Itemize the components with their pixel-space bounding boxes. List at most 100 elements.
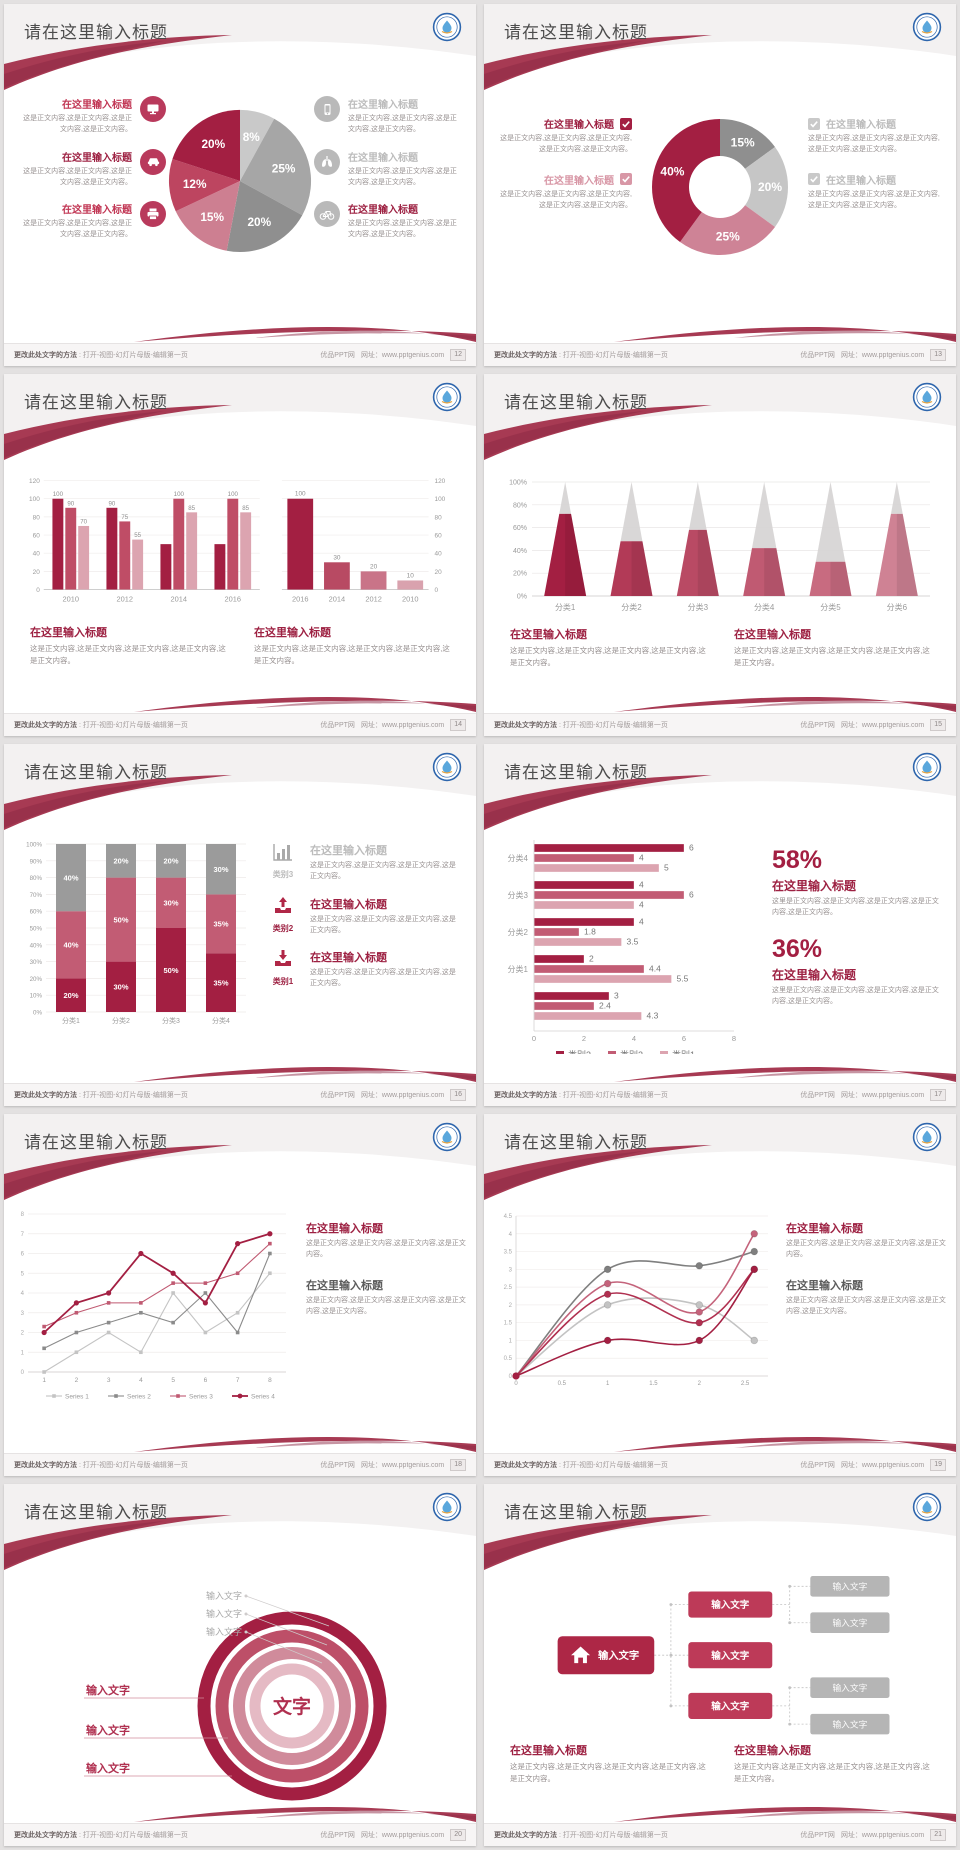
svg-text:6: 6	[682, 1034, 686, 1043]
slide-footer: 更改此处文字的方法 : 打开-视图-幻灯片母版-编辑第一页 优品PPT网 网址：…	[484, 1083, 956, 1106]
block-title: 在这里输入标题	[544, 175, 614, 187]
block-body: 这是正文内容,这是正文内容,这是正文内容,这是正文内容。	[310, 969, 456, 988]
svg-text:分类1: 分类1	[62, 1016, 80, 1025]
svg-text:90%: 90%	[30, 858, 43, 865]
footer-url[interactable]: 网址：www.pptgenius.com	[840, 1832, 925, 1839]
svg-text:4: 4	[21, 1291, 25, 1297]
block-title: 在这里输入标题	[306, 1223, 383, 1235]
footer-url[interactable]: 网址：www.pptgenius.com	[360, 1092, 445, 1099]
svg-text:90: 90	[108, 500, 115, 507]
svg-text:7: 7	[21, 1232, 25, 1238]
svg-text:30: 30	[333, 554, 341, 561]
svg-text:8: 8	[732, 1034, 736, 1043]
svg-text:2.5: 2.5	[504, 1285, 513, 1291]
footer-url[interactable]: 网址：www.pptgenius.com	[840, 352, 925, 359]
footer-url[interactable]: 网址：www.pptgenius.com	[360, 1462, 445, 1469]
block-body: 这是正文内容,这是正文内容,这是正文内容,这是正文内容。	[306, 1240, 466, 1258]
svg-text:分类4: 分类4	[754, 602, 775, 612]
school-emblem-icon	[912, 752, 942, 782]
svg-text:2: 2	[698, 1381, 702, 1387]
svg-text:2012: 2012	[365, 594, 382, 603]
svg-text:3.5: 3.5	[504, 1250, 513, 1256]
svg-text:75: 75	[121, 514, 128, 521]
footer-site: 优品PPT网	[800, 1832, 835, 1839]
svg-text:20: 20	[370, 563, 378, 570]
svg-text:120: 120	[434, 478, 445, 485]
slide-title: 请在这里输入标题	[504, 23, 648, 42]
footer-url[interactable]: 网址：www.pptgenius.com	[840, 1092, 925, 1099]
block-body: 这是正文内容,这是正文内容,这是正文内容,这是正文内容。	[310, 915, 456, 934]
slide-footer: 更改此处文字的方法 : 打开-视图-幻灯片母版-编辑第一页 优品PPT网 网址：…	[4, 1823, 476, 1846]
footer-url[interactable]: 网址：www.pptgenius.com	[840, 1462, 925, 1469]
svg-text:2: 2	[582, 1034, 586, 1043]
cone-chart: 0% 20% 40% 60% 80% 100% 分类1 分类2 分类3 分类4 分类5 分类6	[509, 480, 930, 612]
lungs-icon	[314, 148, 340, 175]
slide-page-17[interactable]: 请在这里输入标题 6 4 5 分类4 4 6 4 分类3 4 1.8 3.5 分类2 2 4.4 5.5 分类…	[484, 744, 956, 1106]
svg-text:1.8: 1.8	[584, 927, 596, 937]
text-column: 在这里输入标题 这是正文内容,这是正文内容,这是正文内容,这是正文内容。 在这里…	[306, 1206, 466, 1411]
slide-page-16[interactable]: 请在这里输入标题 0% 10% 20% 30% 40% 50% 60% 70% 80% 90% 10…	[4, 744, 476, 1106]
svg-text:输入文字: 输入文字	[598, 1649, 639, 1662]
school-logo	[912, 1122, 942, 1157]
slide-page-21[interactable]: 请在这里输入标题 输入文字 输入文字 输入文字 输入文字 输入文字 输入文字 输入文字 输入文…	[484, 1484, 956, 1846]
school-logo	[432, 382, 462, 417]
svg-text:12%: 12%	[183, 177, 207, 191]
svg-text:30%: 30%	[30, 959, 43, 966]
top-swoosh-decoration	[484, 1484, 956, 1570]
svg-text:80: 80	[434, 514, 442, 521]
svg-text:文字: 文字	[273, 1695, 311, 1718]
grouped-bar-chart: 0204060801001202010100907020129075552014…	[29, 478, 260, 603]
footer-tip: 更改此处文字的方法 : 打开-视图-幻灯片母版-编辑第一页	[494, 1092, 668, 1099]
slide-page-20[interactable]: 请在这里输入标题 文字 输入文字 输入文字 输入文字 输入文字 输入文字 输入文字 更改此处…	[4, 1484, 476, 1846]
svg-text:分类2: 分类2	[508, 927, 529, 937]
svg-text:50%: 50%	[113, 915, 128, 924]
slide-page-19[interactable]: 请在这里输入标题 0 0.5 1 1.5 2 2.5 3 3.5 4 4.5 0 0.5 1 1.5 2 2.…	[484, 1114, 956, 1476]
svg-text:40%: 40%	[513, 548, 527, 555]
category-label: 类别1	[272, 977, 294, 987]
bicycle-icon	[314, 201, 340, 228]
slide-page-12[interactable]: 请在这里输入标题 在这里输入标题 这是正文内容,这是正文内容,这是正文内容,这是…	[4, 4, 476, 366]
block-body: 这是正文内容,这是正文内容,这是正文内容,这是正文内容。	[23, 115, 132, 133]
footer-site: 优品PPT网	[800, 1092, 835, 1099]
block-body: 这是正文内容,这是正文内容,这是正文内容,这是正文内容,这是正文内容。	[30, 644, 226, 665]
svg-text:输入文字: 输入文字	[711, 1599, 750, 1611]
svg-text:输入文字: 输入文字	[86, 1683, 130, 1697]
svg-text:输入文字: 输入文字	[206, 1626, 242, 1637]
top-swoosh-decoration	[484, 374, 956, 460]
svg-text:30%: 30%	[113, 983, 128, 992]
page-number: 16	[450, 1089, 466, 1101]
svg-text:分类5: 分类5	[820, 602, 841, 612]
svg-text:55: 55	[134, 532, 141, 539]
page-number: 17	[930, 1089, 946, 1101]
footer-url[interactable]: 网址：www.pptgenius.com	[360, 722, 445, 729]
footer-url[interactable]: 网址：www.pptgenius.com	[840, 722, 925, 729]
school-logo	[912, 752, 942, 787]
block-body: 这是正文内容,这是正文内容,这是正文内容,这是正文内容,这是正文内容。	[500, 190, 632, 209]
svg-text:输入文字: 输入文字	[832, 1617, 867, 1628]
svg-text:1: 1	[42, 1377, 46, 1384]
block-body: 这是正文内容,这是正文内容,这是正文内容,这是正文内容,这是正文内容。	[254, 644, 450, 665]
svg-text:0%: 0%	[517, 594, 527, 601]
slide-page-15[interactable]: 请在这里输入标题 0% 20% 40% 60% 80% 100% 分类1 分类2 分类3 分类4 分…	[484, 374, 956, 736]
footer-url[interactable]: 网址：www.pptgenius.com	[360, 1832, 445, 1839]
bottom-swoosh-decoration	[134, 1066, 476, 1082]
svg-text:0: 0	[514, 1381, 518, 1387]
slide-page-14[interactable]: 请在这里输入标题 0 20 40 60 80 100 120 2010 100 90 70 2012 9…	[4, 374, 476, 736]
svg-text:25%: 25%	[716, 229, 740, 243]
school-logo	[432, 12, 462, 47]
block-title: 在这里输入标题	[306, 1279, 383, 1292]
svg-text:5: 5	[171, 1377, 175, 1384]
svg-text:10%: 10%	[30, 993, 43, 1000]
footer-tip: 更改此处文字的方法 : 打开-视图-幻灯片母版-编辑第一页	[494, 1462, 668, 1469]
stat-percent: 58%	[772, 846, 823, 874]
footer-url[interactable]: 网址：www.pptgenius.com	[360, 352, 445, 359]
svg-text:70%: 70%	[30, 892, 43, 899]
slide-title: 请在这里输入标题	[504, 393, 648, 412]
svg-text:3: 3	[107, 1377, 111, 1384]
svg-text:输入文字: 输入文字	[711, 1650, 750, 1662]
bottom-swoosh-decoration	[614, 1806, 956, 1822]
svg-text:3: 3	[509, 1267, 513, 1273]
school-logo	[912, 12, 942, 47]
slide-page-13[interactable]: 请在这里输入标题 在这里输入标题 这是正文内容,这是正文内容,这是正文内容,这是…	[484, 4, 956, 366]
slide-page-18[interactable]: 请在这里输入标题 0 1 2 3 4 5 6 7 8 1 2 3 4 5 6 7 8 Series 1 Series…	[4, 1114, 476, 1476]
